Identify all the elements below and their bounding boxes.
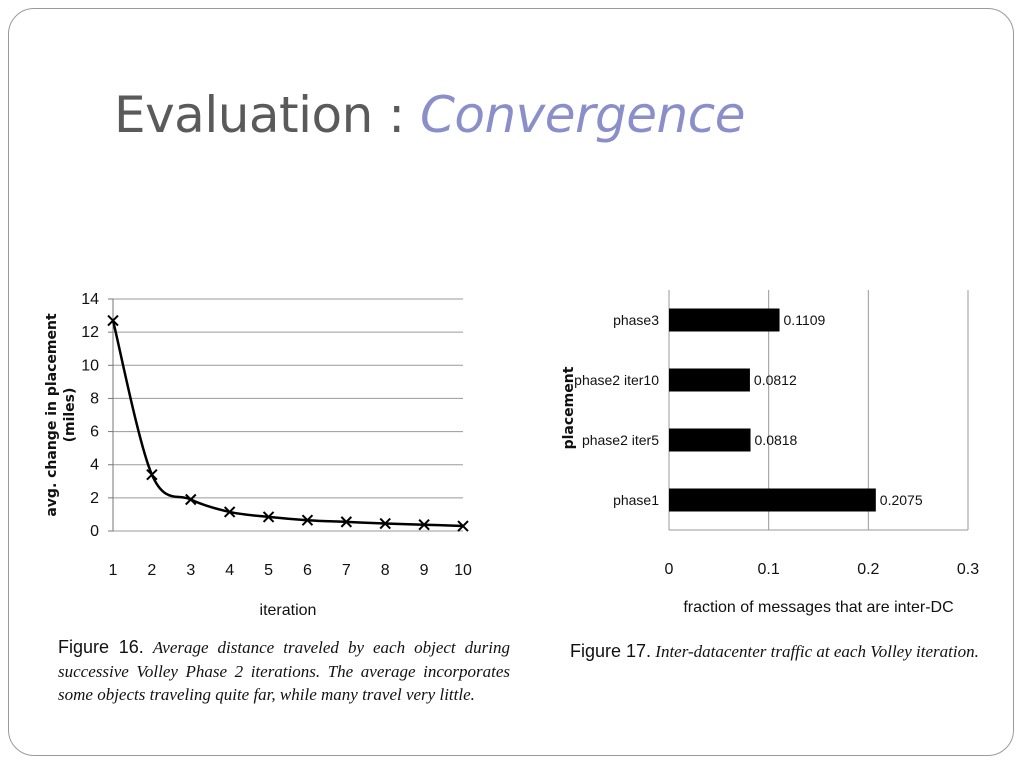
- figure-16-label: Figure 16.: [58, 637, 144, 657]
- x-axis-label: fraction of messages that are inter-DC: [683, 599, 953, 616]
- y-tick-label: 0: [90, 523, 99, 540]
- x-tick-label: 5: [264, 562, 273, 579]
- x-tick-label: 10: [454, 562, 472, 579]
- x-tick-label: 2: [147, 562, 156, 579]
- y-tick-label: 8: [90, 390, 99, 407]
- bar-phase2-iter5: [669, 428, 751, 452]
- data-point-marker: [340, 516, 353, 528]
- bar-chart-inter-dc: 0 0.1 0.2 0.3 phase3 0.1109 phase2 iter10 0.081…: [561, 290, 979, 616]
- x-tick-label: 0.1: [758, 561, 780, 578]
- slide-title: Evaluation : Convergence: [114, 86, 746, 144]
- title-emphasis: Convergence: [419, 86, 746, 144]
- series-line: [111, 320, 464, 528]
- data-point-marker: [457, 520, 469, 532]
- category-label: phase1: [613, 492, 659, 508]
- y-tick-label: 6: [90, 424, 99, 441]
- data-point-marker: [262, 511, 275, 523]
- x-tick-label: 7: [342, 562, 351, 579]
- figure-16-text: Average distance traveled by each object…: [58, 638, 511, 704]
- x-tick-label: 8: [381, 562, 390, 579]
- x-tick-label: 0.3: [957, 561, 979, 578]
- data-point-marker: [418, 518, 430, 531]
- data-point-marker: [146, 468, 158, 481]
- y-axis-label-line: avg. change in placement: [44, 313, 60, 517]
- figure-17-label: Figure 17.: [570, 641, 652, 661]
- x-tick-label: 0: [665, 561, 674, 578]
- figure-16-caption: Figure 16. Average distance traveled by …: [58, 636, 510, 707]
- figure-17-caption: Figure 17. Inter-datacenter traffic at e…: [570, 640, 1000, 664]
- category-label: phase2 iter5: [582, 432, 659, 448]
- figure-17-text: Inter-datacenter traffic at each Volley …: [655, 642, 979, 661]
- y-tick-label: 2: [90, 490, 99, 507]
- value-label: 0.0818: [755, 432, 798, 448]
- y-tick-label: 4: [90, 457, 99, 474]
- bar-phase3: [669, 308, 780, 332]
- y-tick-label: 14: [81, 291, 99, 308]
- y-tick-label: 12: [81, 324, 99, 341]
- y-axis-label: placement: [561, 366, 577, 449]
- y-axis-label-line: (miles): [62, 388, 78, 443]
- x-tick-label: 1: [109, 562, 118, 579]
- data-point-marker: [107, 314, 119, 327]
- x-tick-label: 3: [186, 562, 195, 579]
- x-tick-label: 4: [225, 562, 234, 579]
- data-point-marker: [185, 493, 197, 506]
- x-tick-label: 0.2: [857, 561, 879, 578]
- data-point-marker: [379, 517, 391, 530]
- value-label: 0.0812: [754, 372, 797, 388]
- x-axis-label: iteration: [260, 602, 317, 619]
- bar-phase2-iter10: [669, 368, 750, 392]
- slide-frame: [8, 8, 1014, 756]
- data-point-marker: [223, 506, 236, 518]
- value-label: 0.2075: [880, 492, 923, 508]
- data-point-marker: [301, 514, 314, 526]
- x-tick-label: 6: [303, 562, 312, 579]
- y-tick-label: 10: [81, 357, 99, 374]
- x-tick-label: 9: [420, 562, 429, 579]
- title-plain: Evaluation :: [114, 86, 420, 144]
- category-label: phase2 iter10: [574, 372, 659, 388]
- bar-phase1: [669, 488, 876, 512]
- category-label: phase3: [613, 312, 659, 328]
- value-label: 0.1109: [784, 312, 826, 328]
